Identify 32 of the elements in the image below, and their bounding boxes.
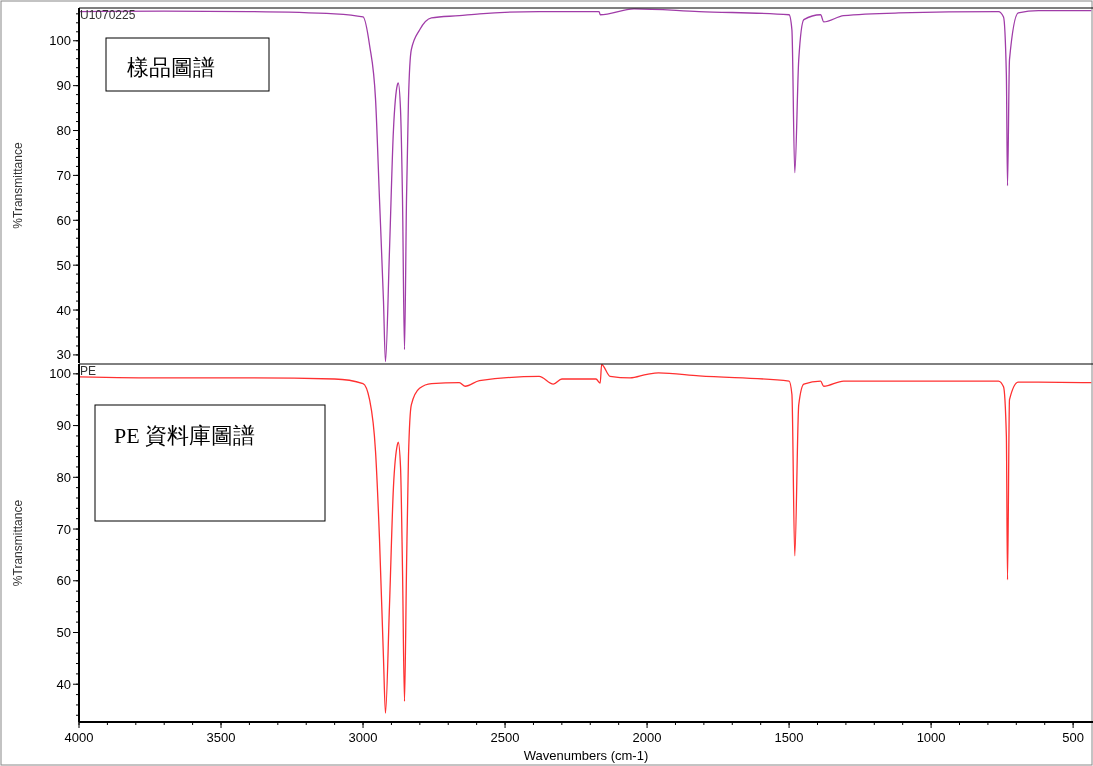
- y-tick-label: 60: [56, 573, 71, 589]
- y-tick-label: 30: [56, 347, 71, 363]
- y-tick-label: 40: [56, 676, 71, 692]
- x-tick-label: 1000: [916, 730, 946, 745]
- annotation: PE 資料庫圖譜: [114, 423, 256, 448]
- y-axis-title: %Transmittance: [11, 499, 25, 587]
- y-tick-label: 40: [56, 302, 71, 318]
- x-tick-label: 1500: [774, 730, 804, 745]
- x-tick-label: 500: [1062, 730, 1084, 745]
- x-tick-label: 4000: [64, 730, 94, 745]
- y-tick-label: 100: [49, 33, 71, 49]
- y-axis-title: %Transmittance: [11, 142, 25, 229]
- text-box: PE 資料庫圖譜: [94, 404, 326, 522]
- y-tick-label: 70: [56, 521, 71, 537]
- x-tick-label: 3500: [206, 730, 236, 745]
- y-tick-label: 50: [56, 257, 71, 273]
- x-tick-label: 2500: [490, 730, 520, 745]
- y-tick-label: 60: [56, 212, 71, 228]
- x-axis-title: Wavenumbers (cm-1): [523, 748, 649, 763]
- y-tick-label: 90: [56, 78, 71, 94]
- y-tick-label: 50: [56, 625, 71, 641]
- annotation: U1070225: [80, 8, 136, 22]
- y-tick-label: 90: [56, 418, 71, 434]
- x-tick-label: 2000: [632, 730, 662, 745]
- y-tick-label: 80: [56, 123, 71, 139]
- annotation: PE: [80, 364, 97, 378]
- x-tick-label: 3000: [348, 730, 378, 745]
- text-box: 樣品圖譜: [105, 37, 270, 92]
- annotation: 樣品圖譜: [127, 55, 215, 80]
- y-tick-label: 100: [49, 366, 71, 382]
- y-tick-label: 70: [56, 167, 71, 183]
- y-tick-label: 80: [56, 469, 71, 485]
